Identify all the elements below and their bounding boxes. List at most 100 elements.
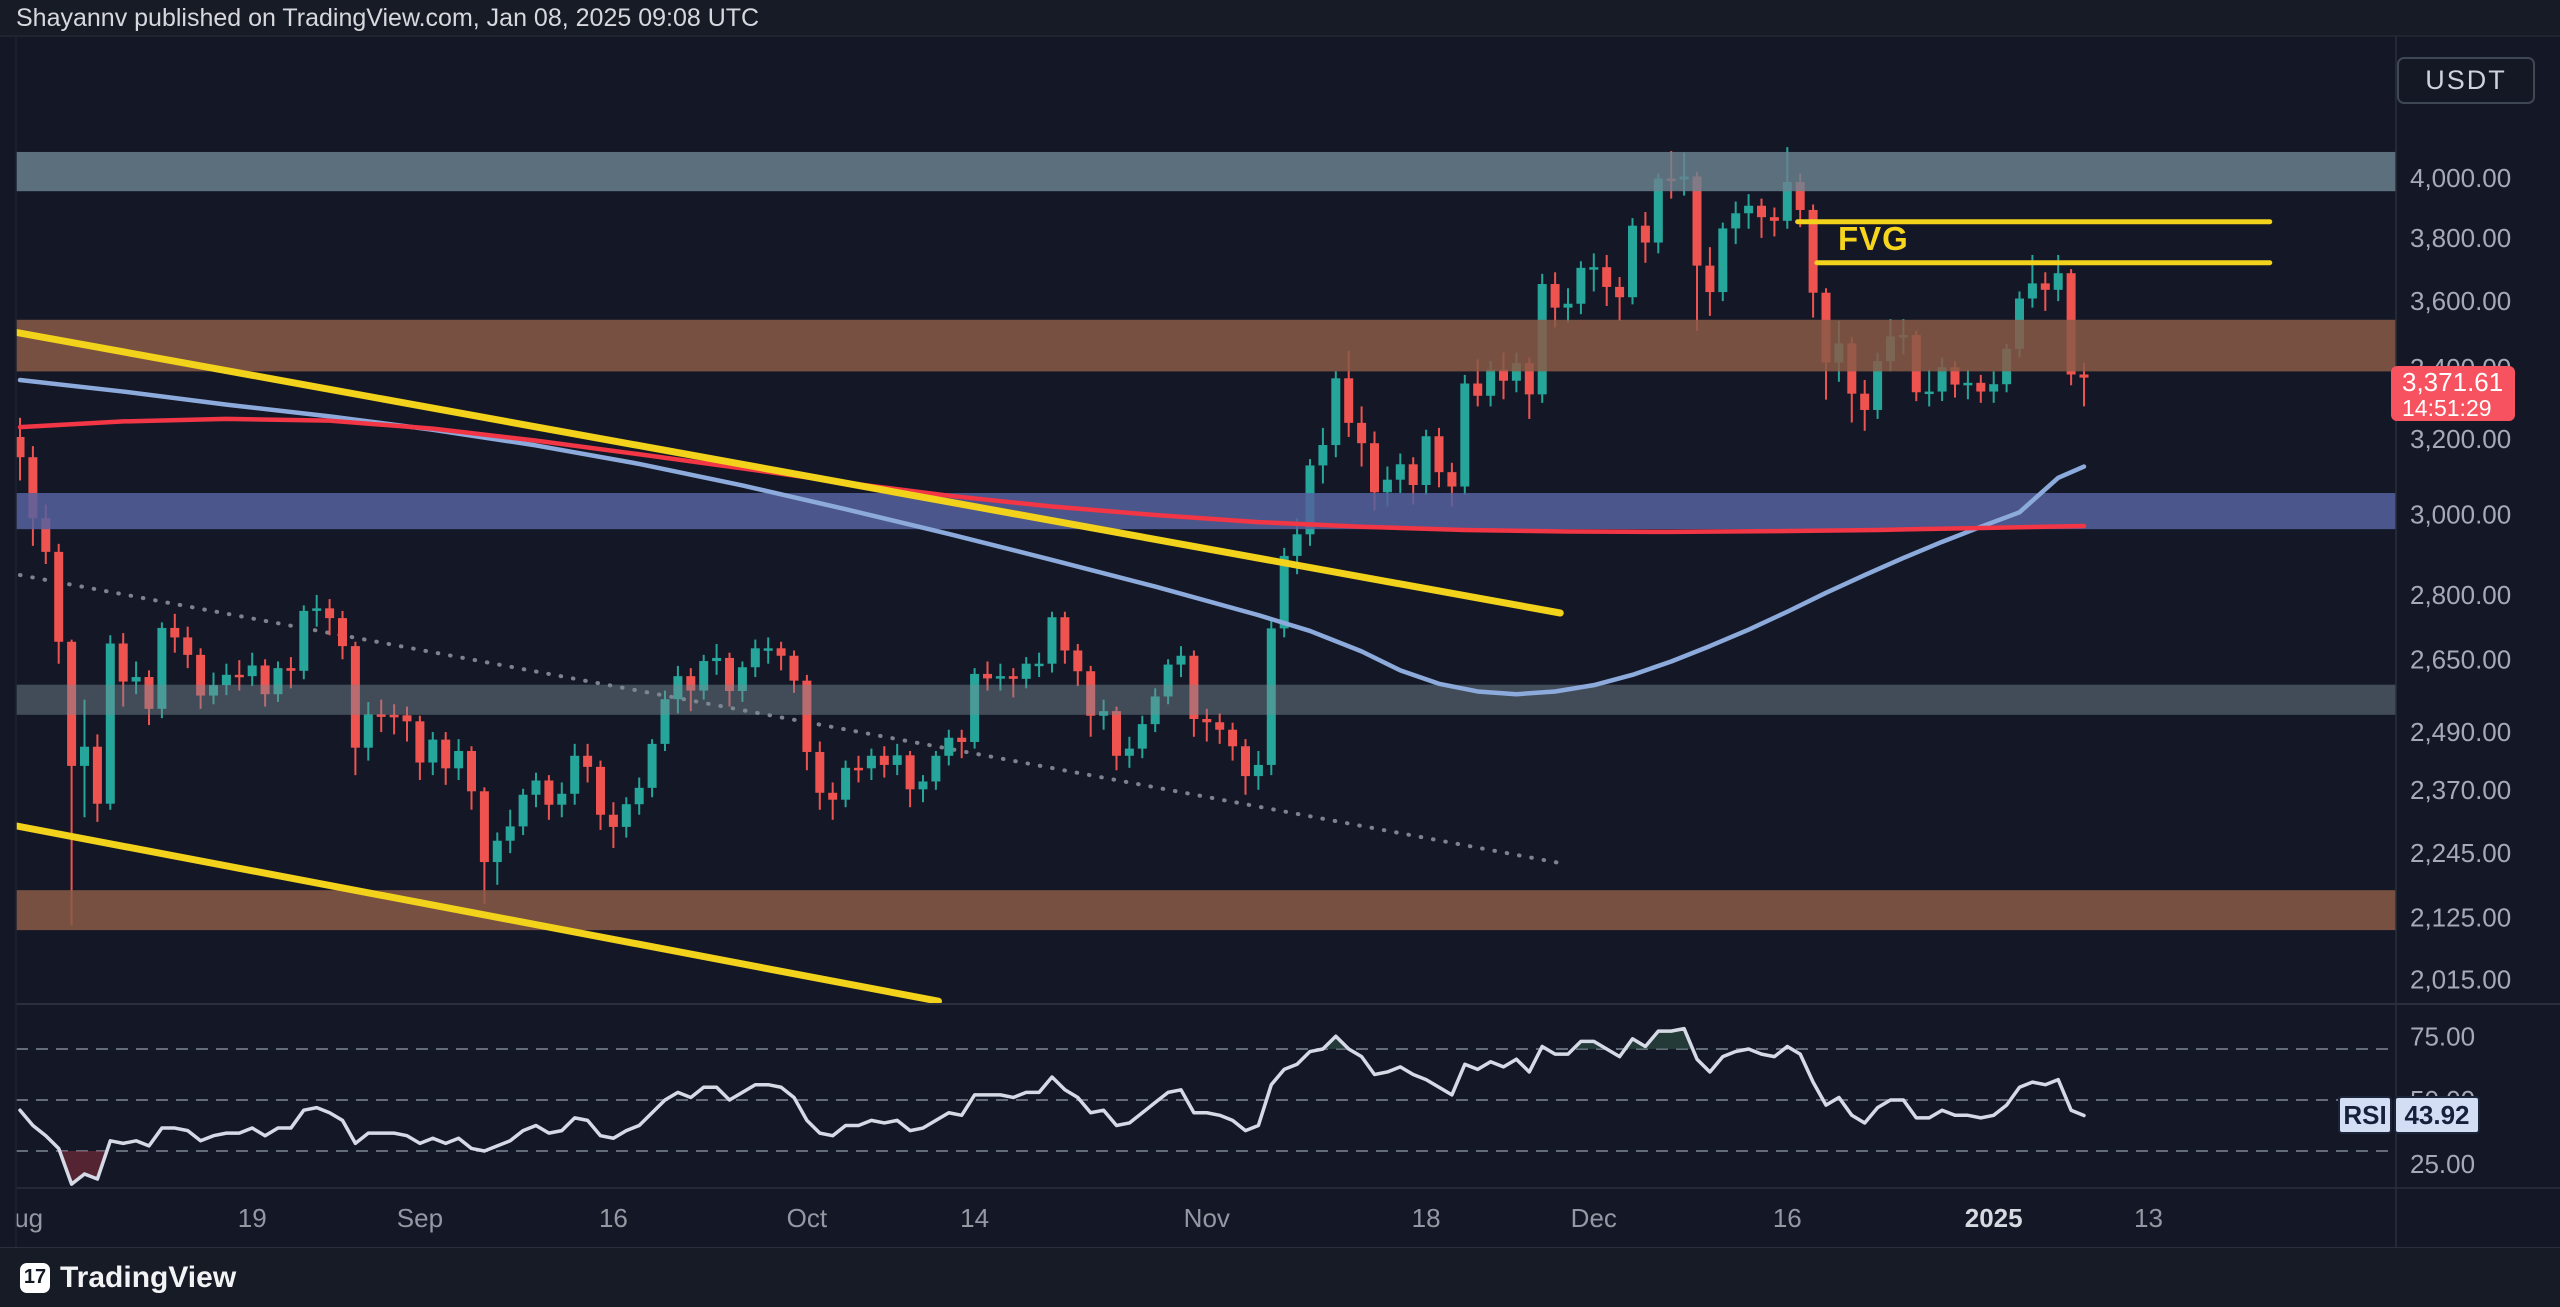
candle: [918, 775, 928, 803]
price-tick: 4,000.00: [2410, 163, 2511, 193]
candle: [350, 641, 360, 776]
candle: [1640, 212, 1650, 263]
candle: [1976, 374, 1986, 403]
candle: [854, 755, 863, 783]
candle: [325, 599, 335, 636]
candle: [2040, 272, 2050, 311]
candle: [957, 729, 967, 759]
candle: [467, 746, 476, 810]
rsi-badge-value: 43.92: [2394, 1096, 2480, 1134]
time-tick: 19: [238, 1203, 267, 1233]
candle: [596, 760, 605, 830]
price-axis[interactable]: 4,000.003,800.003,600.003,400.003,200.00…: [2410, 163, 2511, 995]
candle: [1318, 427, 1328, 484]
candle: [260, 659, 270, 707]
rsi-line[interactable]: [18, 1026, 2086, 1186]
candle: [196, 648, 206, 709]
candle: [402, 706, 412, 742]
candle: [338, 610, 347, 660]
candle: [1124, 736, 1134, 768]
tradingview-logo-icon: 17: [20, 1262, 50, 1293]
lower-descending-yellow[interactable]: [16, 822, 942, 1004]
candle: [1563, 288, 1573, 323]
publish-info-text: Shayannv published on TradingView.com, J…: [16, 3, 760, 32]
rsi-overbought-fill: [1573, 1041, 1607, 1049]
candle: [1924, 369, 1934, 407]
zone-support-3000[interactable]: [16, 493, 2396, 530]
candle: [1202, 708, 1212, 742]
ma-fast-blue-line[interactable]: [17, 377, 2087, 697]
dotted-trendline[interactable]: [18, 573, 1563, 866]
candle: [428, 732, 438, 776]
candle: [995, 663, 1005, 691]
candle: [92, 734, 102, 822]
candle: [286, 657, 296, 689]
candle: [892, 743, 902, 776]
rsi-pane[interactable]: [16, 1026, 2396, 1186]
candle: [273, 661, 283, 702]
time-tick: 16: [599, 1203, 628, 1233]
price-tick: 3,600.00: [2410, 286, 2511, 316]
time-tick: Oct: [787, 1203, 828, 1233]
candle: [531, 772, 541, 808]
rsi-overbought-fill: [1625, 1028, 1693, 1049]
candle: [1189, 650, 1199, 737]
candle: [1628, 218, 1637, 305]
price-tick: 3,000.00: [2410, 499, 2511, 529]
candle: [1602, 254, 1612, 307]
candle: [1434, 427, 1444, 488]
candle: [1757, 198, 1766, 238]
candle: [1112, 706, 1121, 771]
candle: [80, 699, 89, 818]
candle: [1086, 665, 1096, 737]
time-tick: 14: [960, 1203, 989, 1233]
candle: [557, 782, 567, 818]
candle: [944, 729, 954, 766]
candle: [1731, 201, 1741, 245]
candle: [1060, 611, 1070, 664]
zone-support-2125[interactable]: [16, 890, 2396, 931]
ma-slow-red-line[interactable]: [17, 416, 2087, 535]
price-tick: 3,200.00: [2410, 424, 2511, 454]
chart-background: [0, 36, 2560, 1247]
candle: [1150, 688, 1160, 733]
upper-descending-yellow[interactable]: [16, 328, 1564, 617]
candle: [634, 777, 644, 815]
candle: [131, 661, 141, 695]
rsi-overbought-fill: [1322, 1036, 1349, 1049]
candle: [815, 741, 825, 810]
publish-info-bar: Shayannv published on TradingView.com, J…: [0, 0, 2560, 36]
candle: [1241, 739, 1250, 795]
price-tick: 2,370.00: [2410, 775, 2511, 805]
candle: [415, 715, 425, 780]
candle: [647, 739, 657, 798]
rsi-tick: 75.00: [2410, 1021, 2475, 1051]
candle: [1357, 406, 1367, 467]
zone-support-2550[interactable]: [16, 684, 2396, 715]
candle: [54, 543, 64, 664]
candle: [789, 650, 799, 693]
price-pane[interactable]: [16, 147, 2397, 1004]
candle: [67, 639, 77, 926]
candle: [1989, 371, 1999, 403]
tradingview-logo[interactable]: 17 TradingView: [20, 1261, 236, 1295]
candle: [105, 635, 115, 810]
candle: [518, 788, 528, 836]
rsi-oversold-fill: [59, 1151, 107, 1185]
quote-currency-chip[interactable]: USDT: [2397, 57, 2535, 104]
candle: [1215, 713, 1225, 744]
rsi-value-badge[interactable]: RSI 43.92: [2338, 1096, 2480, 1134]
candle: [1021, 657, 1031, 689]
price-tick: 2,125.00: [2410, 902, 2511, 932]
current-price-tag[interactable]: 3,371.61 14:51:29: [2391, 366, 2515, 421]
time-axis[interactable]: Aug 19 Sep 16 Oct 14 Nov 18 Dec 16 2025 13: [0, 1203, 2163, 1233]
candle: [144, 670, 154, 726]
zone-resistance-4000[interactable]: [16, 151, 2396, 192]
zone-resistance-3450[interactable]: [16, 319, 2396, 372]
candle: [389, 704, 399, 735]
candle: [673, 665, 683, 714]
price-tick: 2,650.00: [2410, 644, 2511, 674]
candle: [221, 663, 231, 696]
fvg-annotation-label[interactable]: FVG: [1838, 220, 1909, 257]
